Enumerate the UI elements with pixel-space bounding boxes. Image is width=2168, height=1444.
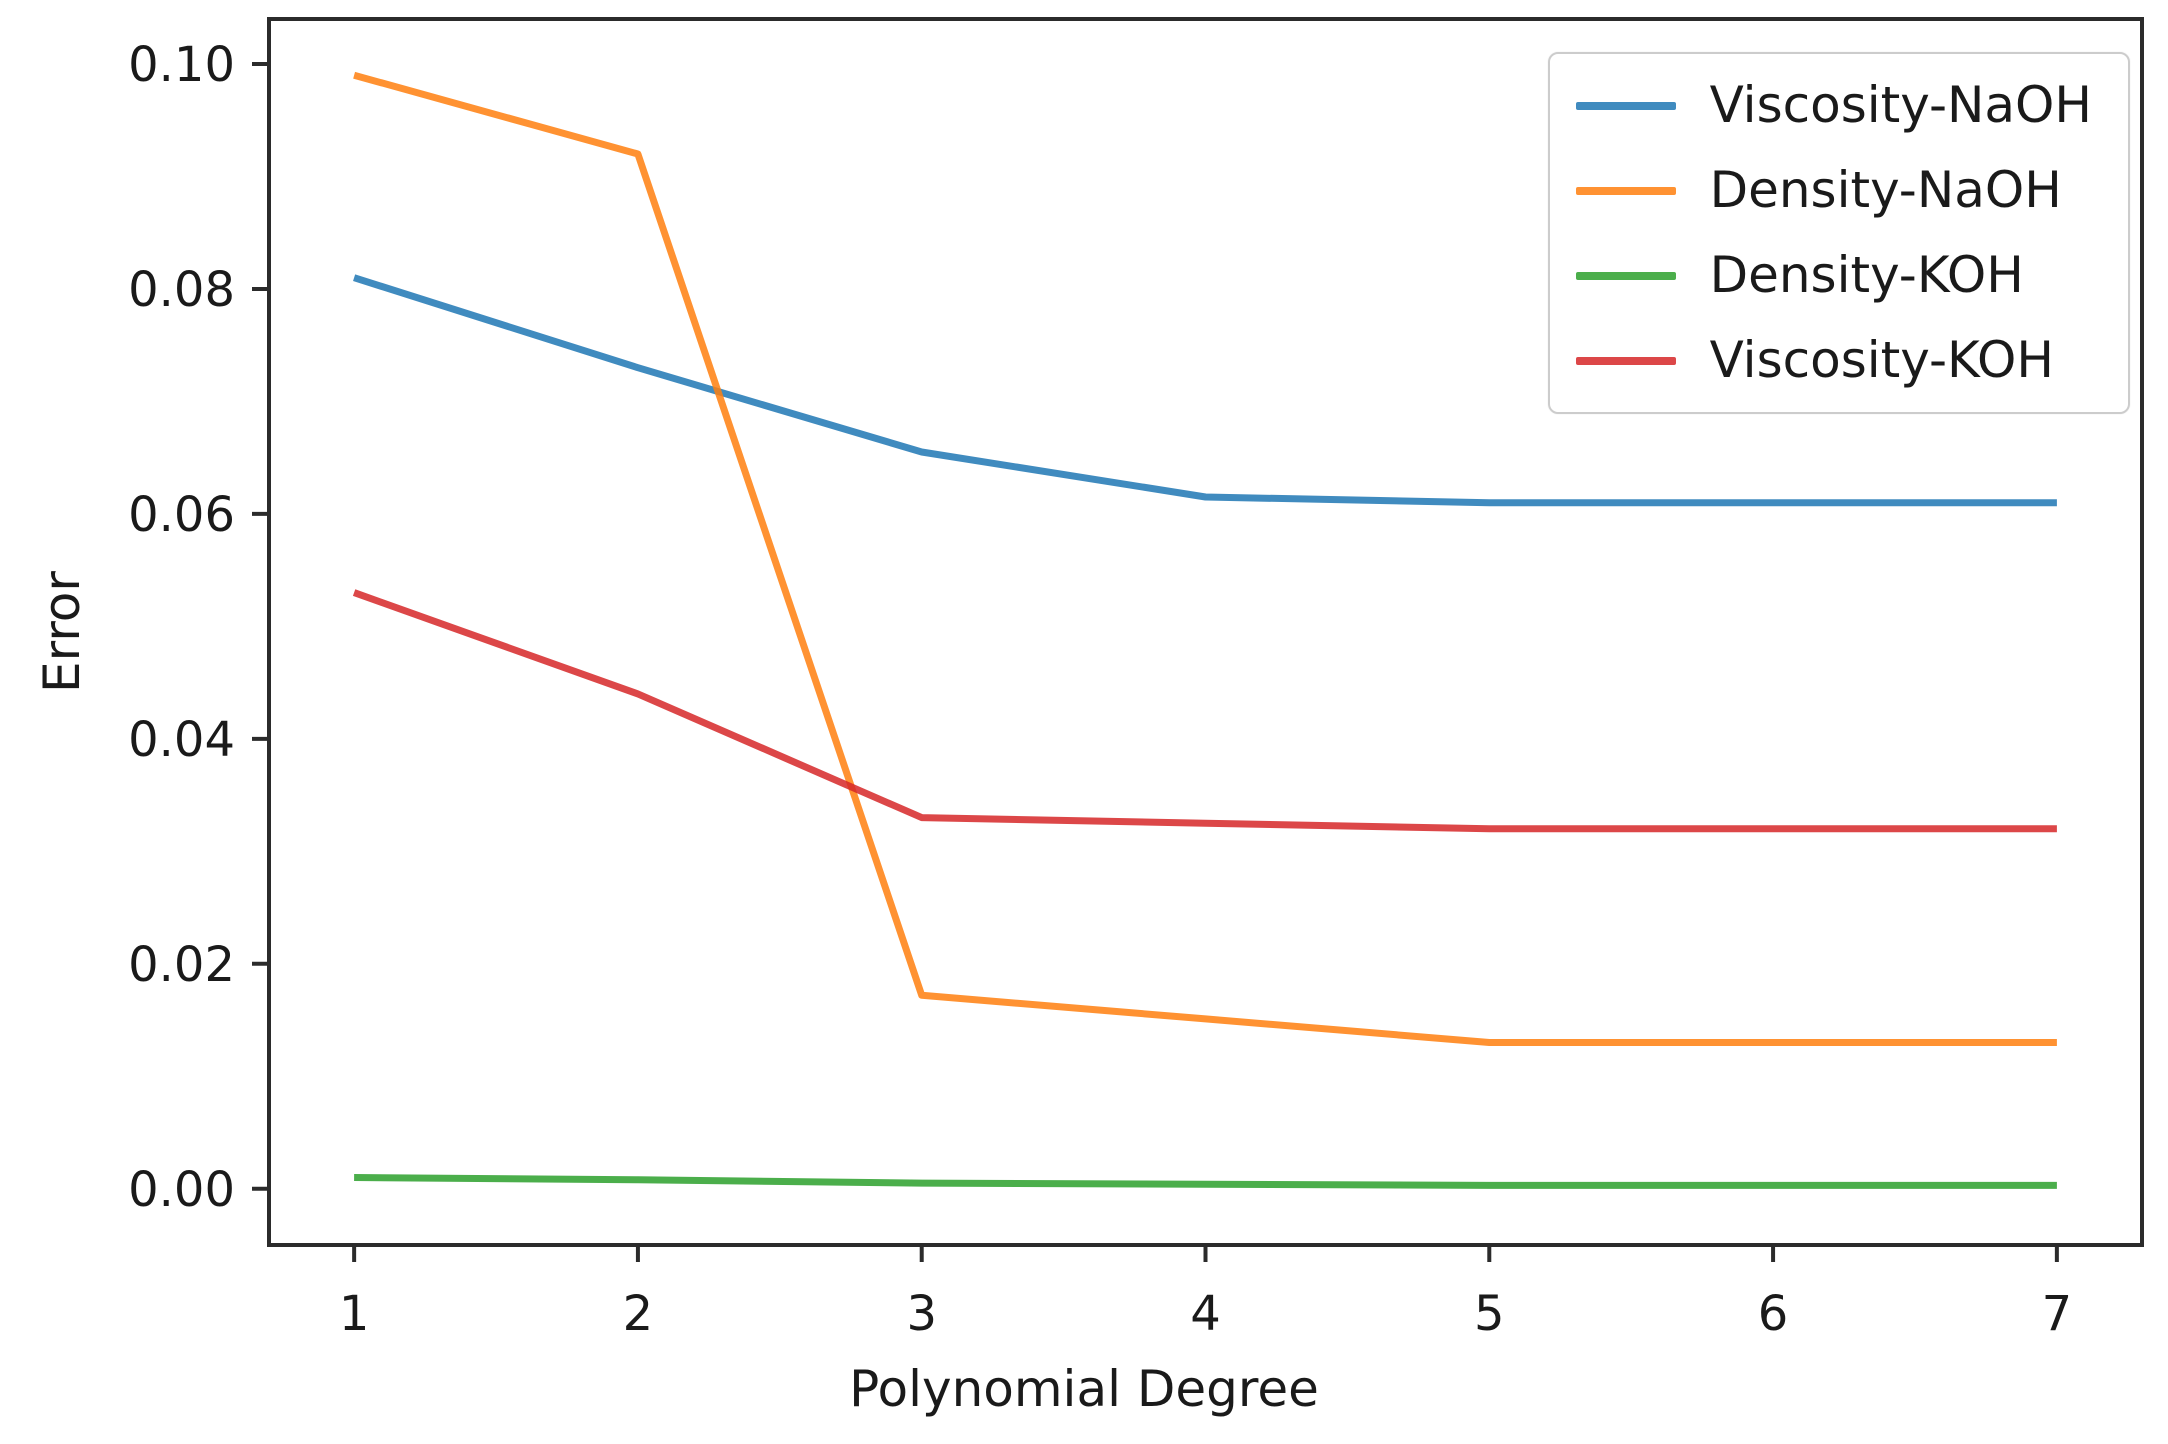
series-group — [352, 71, 2057, 1189]
y-tick-label: 0.06 — [128, 487, 235, 543]
x-tick-label: 7 — [2042, 1286, 2073, 1342]
series-line-density-koh — [354, 1174, 2057, 1189]
y-tick-label: 0.00 — [128, 1162, 235, 1218]
legend-item-label: Viscosity-NaOH — [1709, 76, 2092, 134]
legend-item-label: Density-NaOH — [1709, 161, 2062, 219]
x-axis-label: Polynomial Degree — [849, 1360, 1319, 1418]
legend-item: Density-KOH — [1575, 246, 2092, 304]
legend: Viscosity-NaOH Density-NaOH Density-KOH Vis… — [1547, 52, 2130, 414]
x-tick-label: 1 — [339, 1286, 370, 1342]
y-axis-label: Error — [33, 571, 91, 693]
legend-swatch-icon — [1575, 186, 1676, 195]
x-tick-label: 2 — [623, 1286, 654, 1342]
legend-item: Viscosity-KOH — [1575, 331, 2092, 389]
x-tick-label: 6 — [1758, 1286, 1789, 1342]
y-tick-label: 0.04 — [128, 712, 235, 768]
x-tick-label: 4 — [1190, 1286, 1221, 1342]
legend-item-label: Viscosity-KOH — [1709, 331, 2055, 389]
x-tick-label: 5 — [1474, 1286, 1505, 1342]
legend-swatch-icon — [1575, 101, 1676, 110]
series-line-viscosity-koh — [352, 589, 2057, 833]
y-tick-label: 0.08 — [128, 262, 235, 318]
legend-swatch-icon — [1575, 356, 1676, 365]
legend-item: Viscosity-NaOH — [1575, 76, 2092, 134]
y-tick-label: 0.02 — [128, 937, 235, 993]
x-tick-label: 3 — [906, 1286, 937, 1342]
legend-item: Density-NaOH — [1575, 161, 2092, 219]
series-line-viscosity-naoh — [353, 274, 2057, 507]
legend-item-label: Density-KOH — [1709, 246, 2024, 304]
legend-swatch-icon — [1575, 271, 1676, 280]
series-line-density-naoh — [353, 71, 2057, 1046]
y-tick-label: 0.10 — [128, 37, 235, 93]
ticks-group: 1 2 3 4 5 6 7 0.00 0.02 0.04 0.06 0.08 0.10 — [128, 37, 2072, 1342]
